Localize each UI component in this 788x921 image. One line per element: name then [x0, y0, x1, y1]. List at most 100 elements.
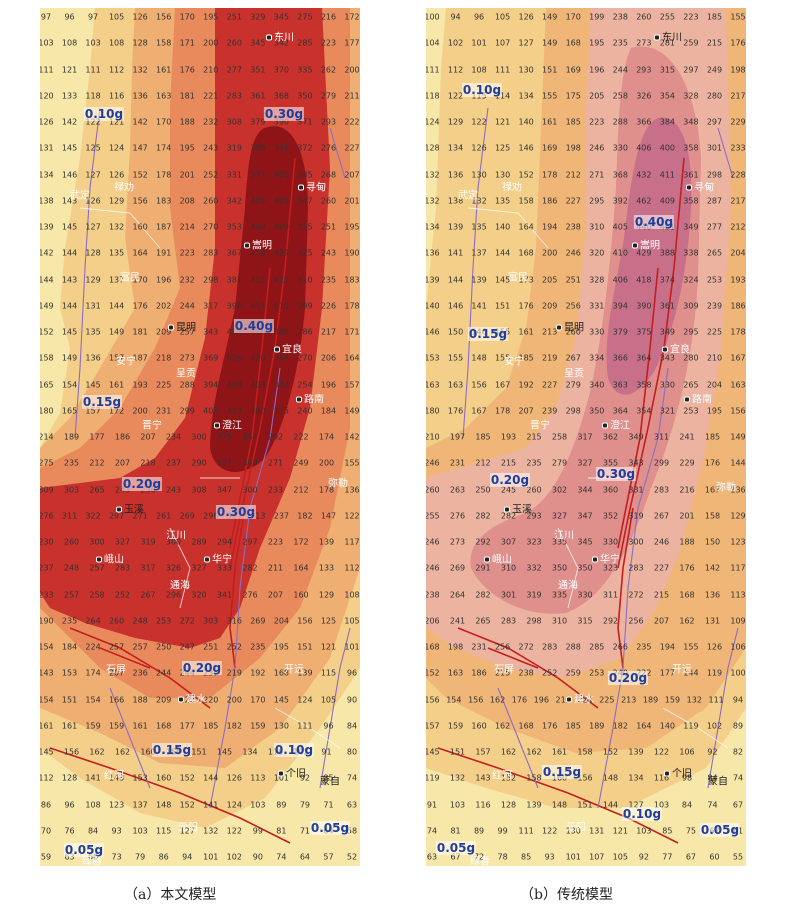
grid-value: 149	[40, 301, 54, 311]
city-eshan-b: 峨山	[484, 551, 512, 566]
grid-value: 185	[704, 432, 721, 442]
grid-value: 195	[344, 222, 360, 232]
grid-value: 142	[132, 117, 148, 127]
grid-value: 246	[426, 458, 440, 468]
grid-value: 260	[320, 196, 337, 206]
grid-value: 327	[551, 511, 568, 521]
grid-value: 354	[659, 91, 676, 101]
grid-value: 172	[293, 537, 309, 547]
city-kaiyuan-b: 开远	[672, 664, 692, 676]
grid-value: 231	[449, 458, 466, 468]
grid-value: 267	[565, 353, 581, 363]
grid-value: 261	[156, 511, 172, 521]
grid-value: 209	[156, 327, 172, 337]
grid-value: 189	[589, 721, 605, 731]
grid-value: 136	[132, 91, 148, 101]
city-yuanyang-a: 元阳	[178, 822, 198, 834]
grid-value: 227	[565, 196, 581, 206]
city-huaning-a: 华宁	[204, 551, 232, 566]
grid-value: 262	[320, 65, 337, 74]
grid-value: 58	[346, 826, 358, 836]
grid-value: 162	[494, 721, 511, 731]
grid-value: 211	[267, 563, 284, 573]
grid-value: 212	[293, 485, 309, 494]
grid-value: 196	[533, 695, 549, 704]
city-shiping-a: 石屏	[106, 664, 126, 676]
grid-value: 96	[64, 12, 75, 22]
grid-value: 121	[108, 117, 125, 127]
grid-value: 235	[612, 38, 628, 48]
grid-value: 163	[156, 91, 172, 101]
grid-value: 151	[494, 301, 511, 311]
grid-value: 345	[250, 38, 266, 48]
grid-value: 96	[473, 12, 485, 22]
grid-value: 143	[61, 275, 78, 284]
grid-value: 293	[636, 65, 652, 74]
grid-value: 420	[250, 353, 266, 363]
grid-value: 252	[114, 590, 131, 599]
grid-value: 299	[653, 458, 670, 468]
grid-value: 111	[426, 65, 440, 74]
grid-value: 111	[297, 721, 313, 731]
grid-value: 247	[179, 642, 195, 652]
grid-value: 141	[471, 301, 487, 311]
grid-value: 126	[40, 117, 54, 127]
grid-value: 340	[589, 380, 605, 389]
grid-value: 409	[273, 222, 290, 232]
grid-value: 156	[471, 380, 487, 389]
grid-value: 229	[679, 458, 695, 468]
grid-value: 300	[165, 537, 182, 547]
pga-label-020-a: 0.20g	[121, 477, 163, 491]
grid-value: 178	[542, 170, 558, 179]
grid-value: 200	[203, 38, 219, 48]
grid-value: 214	[179, 222, 195, 232]
grid-value: 81	[276, 826, 287, 836]
grid-value: 128	[500, 800, 517, 809]
pga-label-020b-a: 0.20g	[181, 661, 223, 675]
grid-value: 391	[273, 143, 290, 153]
grid-value: 250	[475, 485, 491, 494]
grid-value: 310	[551, 616, 568, 626]
grid-value: 132	[426, 196, 440, 206]
grid-value: 161	[61, 721, 78, 731]
grid-value: 64	[299, 852, 311, 862]
grid-value: 111	[40, 65, 54, 74]
grid-value: 292	[602, 616, 619, 626]
grid-value: 144	[602, 800, 619, 809]
grid-value: 101	[344, 642, 360, 652]
grid-value: 385	[297, 170, 313, 179]
grid-value: 189	[63, 432, 80, 442]
pga-value-grid-a: 97 96 97 105 126 156 170 195 251 329 345 275 216 172 1…	[40, 8, 360, 866]
grid-value: 392	[612, 196, 628, 206]
grid-value: 89	[473, 826, 485, 836]
grid-value: 139	[628, 747, 644, 757]
pga-label-030b-a: 0.30g	[215, 505, 257, 519]
grid-value: 149	[542, 12, 558, 22]
grid-value: 332	[526, 563, 542, 573]
city-yiliang-a: 宜良	[274, 341, 302, 356]
grid-value: 156	[156, 12, 172, 22]
grid-value: 267	[653, 511, 670, 521]
grid-value: 328	[589, 275, 605, 284]
grid-value: 322	[85, 511, 101, 521]
grid-value: 351	[250, 65, 266, 74]
city-mengzi-b: 蒙自	[708, 776, 728, 788]
grid-value: 204	[730, 248, 746, 258]
grid-value: 257	[179, 327, 195, 337]
grid-value: 225	[706, 327, 723, 337]
grid-value: 201	[179, 170, 195, 179]
grid-value: 117	[344, 537, 360, 547]
grid-value: 345	[273, 12, 290, 22]
grid-value: 406	[612, 275, 628, 284]
grid-value: 137	[132, 800, 148, 809]
grid-value: 405	[203, 406, 219, 416]
grid-value: 74	[426, 826, 438, 836]
grid-value: 260	[108, 616, 125, 626]
grid-value: 157	[85, 406, 101, 416]
grid-value: 298	[565, 406, 581, 416]
grid-value: 141	[447, 248, 464, 258]
grid-value: 301	[500, 590, 517, 599]
grid-value: 235	[61, 616, 78, 626]
grid-value: 201	[679, 511, 695, 521]
grid-value: 185	[706, 12, 723, 22]
